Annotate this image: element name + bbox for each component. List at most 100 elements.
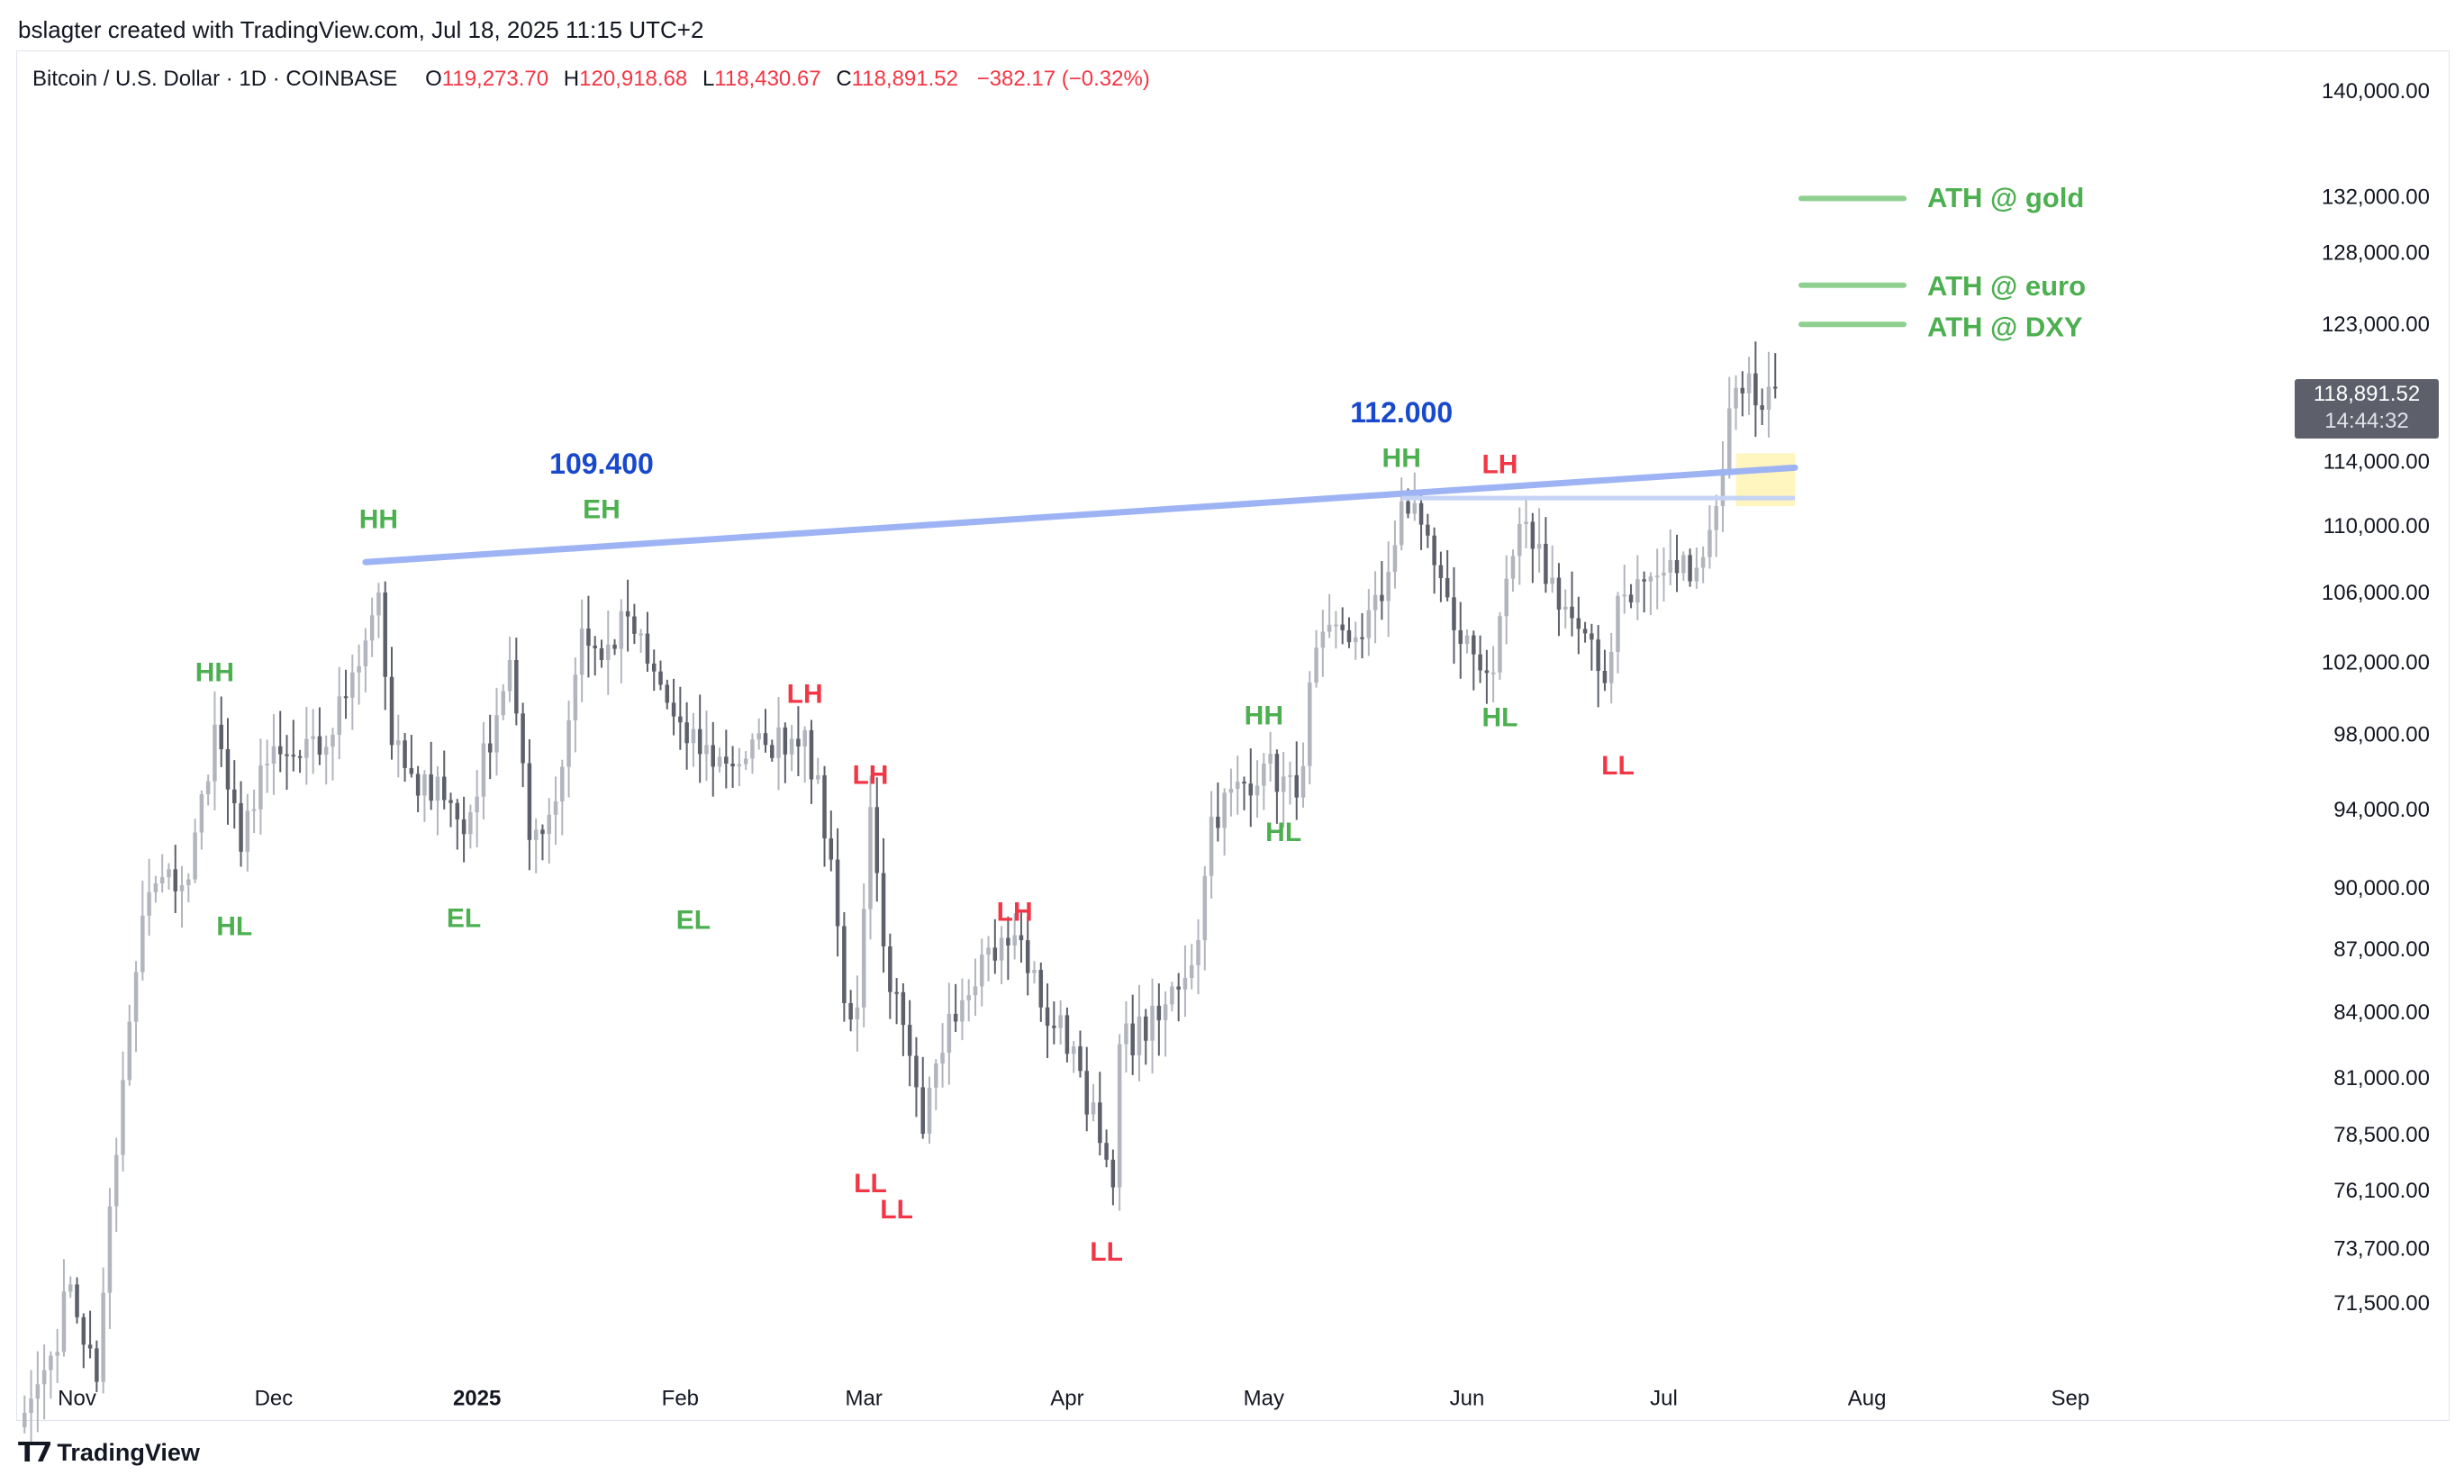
symbol-legend: Bitcoin / U.S. Dollar · 1D · COINBASE O1… [32,67,1150,92]
annotation-label: LH [1481,450,1517,480]
annotation-label: HL [1481,703,1517,733]
candle-body [1628,594,1634,602]
candle-body [796,738,801,747]
candle [1734,375,1738,430]
tradingview-logo[interactable]: 𝗧𝟳 TradingView [18,1437,200,1469]
candle [606,611,611,695]
candle [317,707,322,765]
candle [789,725,794,772]
candle [1262,753,1266,810]
candle-body [639,633,643,636]
candle [1117,1034,1122,1211]
candle [678,686,683,750]
candle-body [68,1284,73,1292]
candle [1346,617,1352,648]
candle [1084,1046,1090,1132]
candle-body [494,715,499,753]
x-tick-label: Aug [1848,1386,1887,1410]
candle-body [23,1413,27,1427]
candle [1144,1009,1148,1065]
change-value: −382.17 (−0.32%) [976,67,1150,91]
open-label: O [425,67,442,91]
candle-body [1281,776,1286,792]
candle-body [297,756,303,758]
y-tick-label: 76,100.00 [2333,1179,2430,1203]
x-tick-label: Mar [846,1386,883,1410]
candle-body [730,763,735,767]
y-tick-label: 132,000.00 [2322,186,2430,210]
candle [1209,791,1214,899]
candle [1294,741,1299,820]
candle [113,1137,119,1233]
annotation-label: 109.400 [549,448,654,480]
candle-body [1452,597,1456,630]
candle-body [1320,631,1326,648]
candle [1104,1129,1109,1168]
candle-body [1308,682,1312,766]
candle [1628,584,1634,609]
candle [1753,341,1758,438]
candle [304,707,309,785]
candle-body [1334,624,1338,627]
candle-body [855,1007,860,1020]
candle [153,875,159,903]
candle-body [258,765,263,810]
candle-body [1196,940,1200,965]
candle-body [724,756,729,764]
candle-body [1490,672,1496,674]
low-label: L [702,67,715,91]
candle-body [1662,572,1666,576]
candle-body [547,814,551,835]
candle [992,918,998,974]
candle [277,710,283,773]
candle-body [1052,1026,1056,1028]
candle [49,1351,53,1399]
candle [999,926,1004,985]
candle [35,1351,41,1433]
candle [1176,973,1181,1022]
candle [947,982,952,1085]
candle-body [1255,785,1260,796]
candle-body [389,676,394,746]
candle [1354,621,1358,660]
candle [507,637,512,702]
candle [1032,961,1037,984]
candle-body [901,991,906,1026]
candle [625,579,630,652]
candle-body [323,747,329,756]
chart-panel[interactable] [16,50,2450,1421]
candle [133,961,139,1053]
candle [1536,508,1542,573]
candle [521,702,525,788]
annotation-label: LH [997,897,1033,927]
symbol-name[interactable]: Bitcoin / U.S. Dollar · 1D · COINBASE [32,67,398,91]
candle-body [1556,577,1562,610]
y-tick-label: 98,000.00 [2333,722,2430,747]
candle-body [1498,616,1502,673]
candle-body [1654,575,1660,578]
candle [186,873,191,903]
candle-body [1294,774,1299,798]
candle [1380,560,1384,620]
candle [1530,512,1535,584]
y-tick-label: 123,000.00 [2322,312,2430,337]
candle [41,1344,47,1420]
candle [245,793,250,872]
candle [619,599,624,683]
y-tick-label: 90,000.00 [2333,876,2430,900]
candle-body [481,743,486,797]
candle-body [986,947,991,955]
y-tick-label: 87,000.00 [2333,937,2430,962]
candle-body [881,873,886,946]
candle-body [927,1087,932,1135]
candle-body [665,684,670,703]
annotation-label: HH [359,504,398,534]
candle-body [711,745,716,767]
candle-body [1570,606,1574,619]
candle [1071,1041,1076,1073]
x-tick-label: Dec [255,1386,294,1410]
candle [1688,548,1692,587]
candle-body [1524,521,1528,524]
candle-body [593,646,597,648]
